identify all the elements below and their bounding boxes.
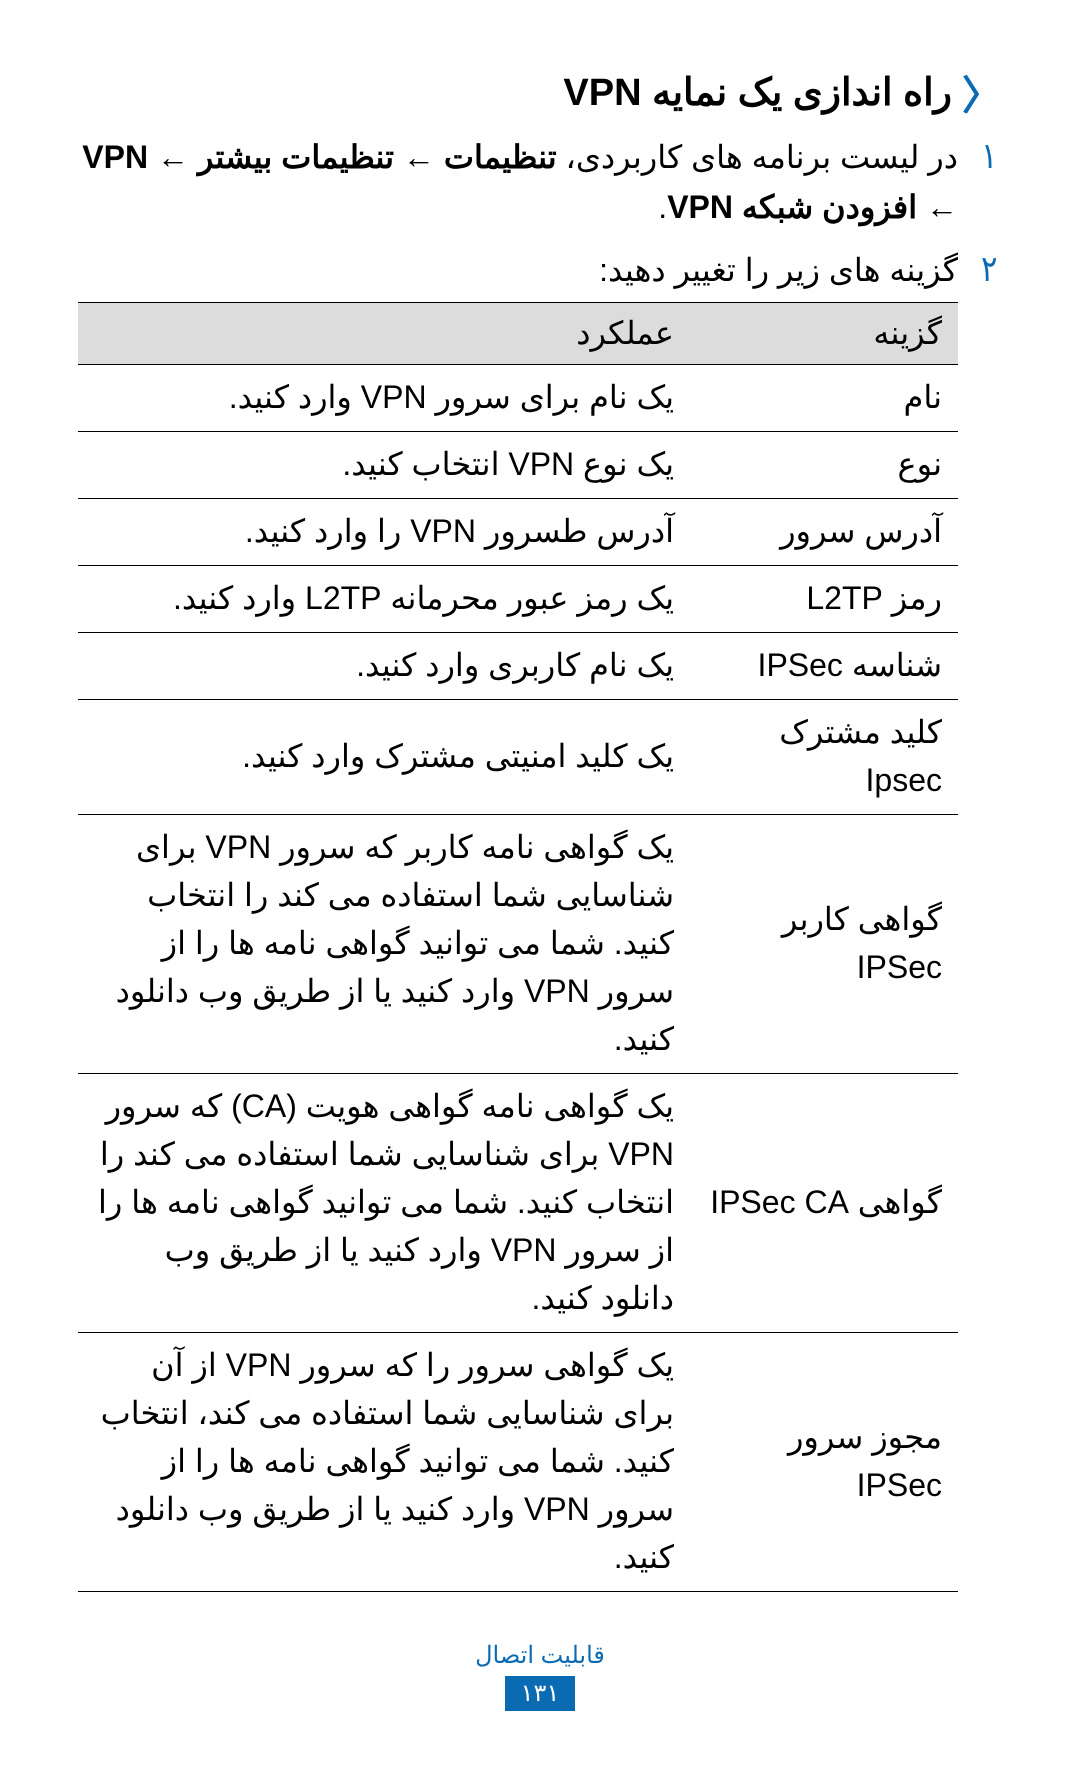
cell-function: یک کلید امنیتی مشترک وارد کنید. [78,700,690,815]
table-row: آدرس سرورآدرس طسرور VPN را وارد کنید. [78,499,958,566]
step-body: گزینه های زیر را تغییر دهید: گزینه عملکر… [78,246,958,1592]
cell-option: کلید مشترک Ipsec [690,700,958,815]
table-row: کلید مشترک Ipsecیک کلید امنیتی مشترک وار… [78,700,958,815]
table-row: رمز L2TPیک رمز عبور محرمانه L2TP وارد کن… [78,566,958,633]
cell-function: یک گواهی سرور را که سرور VPN از آن برای … [78,1333,690,1592]
page-footer: قابلیت اتصال ۱۳۱ [0,1641,1080,1711]
step-number: ۱ [977,133,1003,178]
options-table: گزینه عملکرد نامیک نام برای سرور VPN وار… [78,302,958,1593]
chevron-icon: 〈 [962,76,1002,116]
cell-function: یک رمز عبور محرمانه L2TP وارد کنید. [78,566,690,633]
cell-function: یک نام برای سرور VPN وارد کنید. [78,365,690,432]
step-2: ۲ گزینه های زیر را تغییر دهید: گزینه عمل… [78,246,1002,1592]
cell-option: آدرس سرور [690,499,958,566]
cell-option: نوع [690,432,958,499]
cell-function: یک گواهی نامه گواهی هویت (CA) که سرور VP… [78,1074,690,1333]
step-number: ۲ [977,246,1003,291]
page-content: 〈 راه اندازی یک نمایه VPN ۱ در لیست برنا… [0,0,1080,1592]
footer-page-number: ۱۳۱ [505,1676,576,1711]
table-row: نوعیک نوع VPN انتخاب کنید. [78,432,958,499]
table-row: گواهی کاربر IPSecیک گواهی نامه کاربر که … [78,815,958,1074]
table-header-option: گزینه [690,302,958,365]
cell-function: یک نام کاربری وارد کنید. [78,633,690,700]
table-row: مجوز سرور IPSecیک گواهی سرور را که سرور … [78,1333,958,1592]
step-text: گزینه های زیر را تغییر دهید: [78,246,958,296]
cell-option: گواهی IPSec CA [690,1074,958,1333]
table-body: نامیک نام برای سرور VPN وارد کنید.نوعیک … [78,365,958,1592]
cell-function: یک گواهی نامه کاربر که سرور VPN برای شنا… [78,815,690,1074]
heading-title: راه اندازی یک نمایه VPN [563,70,952,115]
cell-option: شناسه IPSec [690,633,958,700]
table-row: نامیک نام برای سرور VPN وارد کنید. [78,365,958,432]
cell-option: گواهی کاربر IPSec [690,815,958,1074]
step-body: در لیست برنامه های کاربردی، تنظیمات ← تن… [78,133,958,232]
table-header-row: گزینه عملکرد [78,302,958,365]
step-1: ۱ در لیست برنامه های کاربردی، تنظیمات ← … [78,133,1002,232]
cell-function: یک نوع VPN انتخاب کنید. [78,432,690,499]
cell-option: مجوز سرور IPSec [690,1333,958,1592]
table-row: گواهی IPSec CAیک گواهی نامه گواهی هویت (… [78,1074,958,1333]
cell-option: نام [690,365,958,432]
cell-function: آدرس طسرور VPN را وارد کنید. [78,499,690,566]
cell-option: رمز L2TP [690,566,958,633]
section-heading: 〈 راه اندازی یک نمایه VPN [78,70,1002,115]
table-row: شناسه IPSecیک نام کاربری وارد کنید. [78,633,958,700]
table-header-function: عملکرد [78,302,690,365]
footer-section-label: قابلیت اتصال [0,1641,1080,1670]
